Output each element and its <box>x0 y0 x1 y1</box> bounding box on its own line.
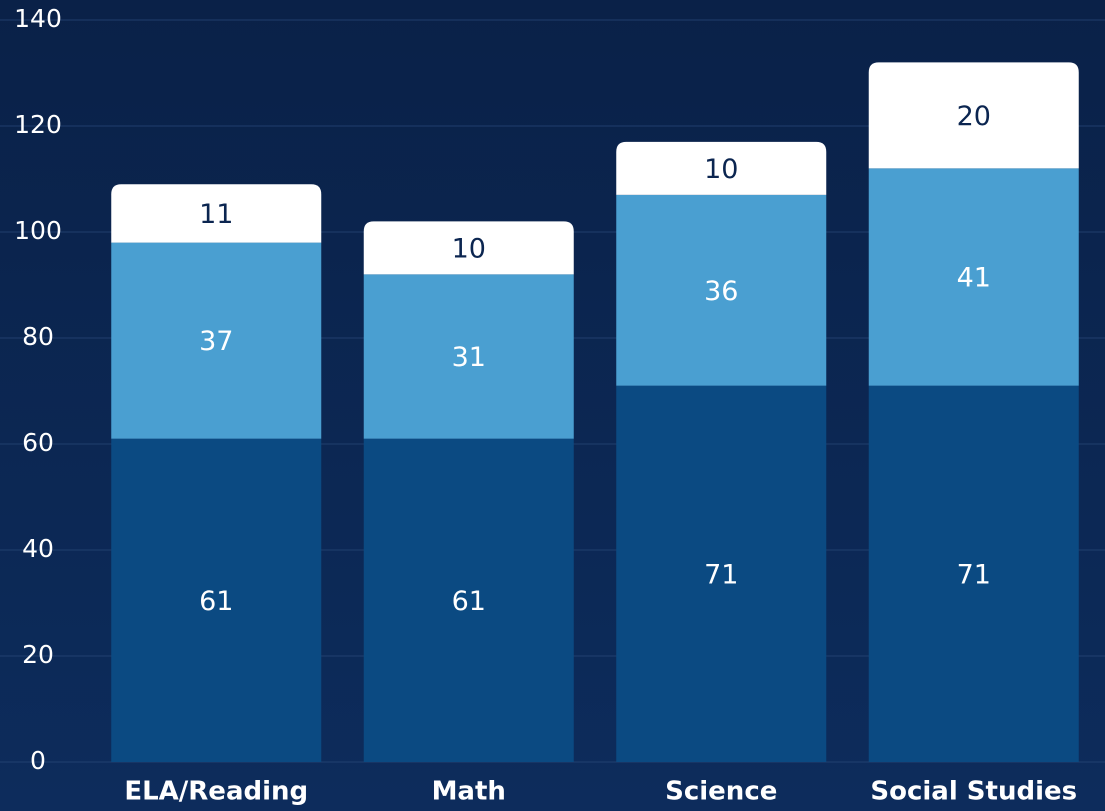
x-tick-label: Science <box>665 777 777 807</box>
value-label: 31 <box>452 342 486 373</box>
y-tick-label: 100 <box>14 216 62 245</box>
y-tick-label: 0 <box>30 746 46 775</box>
value-label: 11 <box>199 199 233 230</box>
y-tick-label: 120 <box>14 110 62 139</box>
bar-segment <box>111 438 322 762</box>
bar-segment <box>363 221 574 275</box>
bar-segment <box>868 62 1079 169</box>
y-tick-label: 140 <box>14 4 62 33</box>
bar-segment <box>868 385 1079 762</box>
value-label: 61 <box>452 586 486 617</box>
bar-segment <box>616 194 827 386</box>
bar-segment <box>363 438 574 762</box>
value-label: 61 <box>199 586 233 617</box>
x-tick-label: Math <box>432 777 506 807</box>
y-tick-label: 80 <box>22 322 54 351</box>
bar-segment <box>363 274 574 439</box>
value-label: 10 <box>452 233 486 264</box>
y-tick-label: 40 <box>22 534 54 563</box>
y-tick-label: 60 <box>22 428 54 457</box>
bar-segment <box>616 141 827 195</box>
value-label: 71 <box>957 559 991 590</box>
value-label: 37 <box>199 326 233 357</box>
value-label: 20 <box>957 101 991 132</box>
x-tick-label: ELA/Reading <box>124 777 308 807</box>
bar-segment <box>111 184 322 243</box>
value-label: 71 <box>704 559 738 590</box>
value-label: 36 <box>704 276 738 307</box>
x-tick-label: Social Studies <box>870 777 1077 807</box>
value-label: 10 <box>704 154 738 185</box>
bar-segment <box>868 168 1079 386</box>
bar-segment <box>111 242 322 439</box>
value-label: 41 <box>957 263 991 294</box>
bar-segment <box>616 385 827 762</box>
y-tick-label: 20 <box>22 640 54 669</box>
